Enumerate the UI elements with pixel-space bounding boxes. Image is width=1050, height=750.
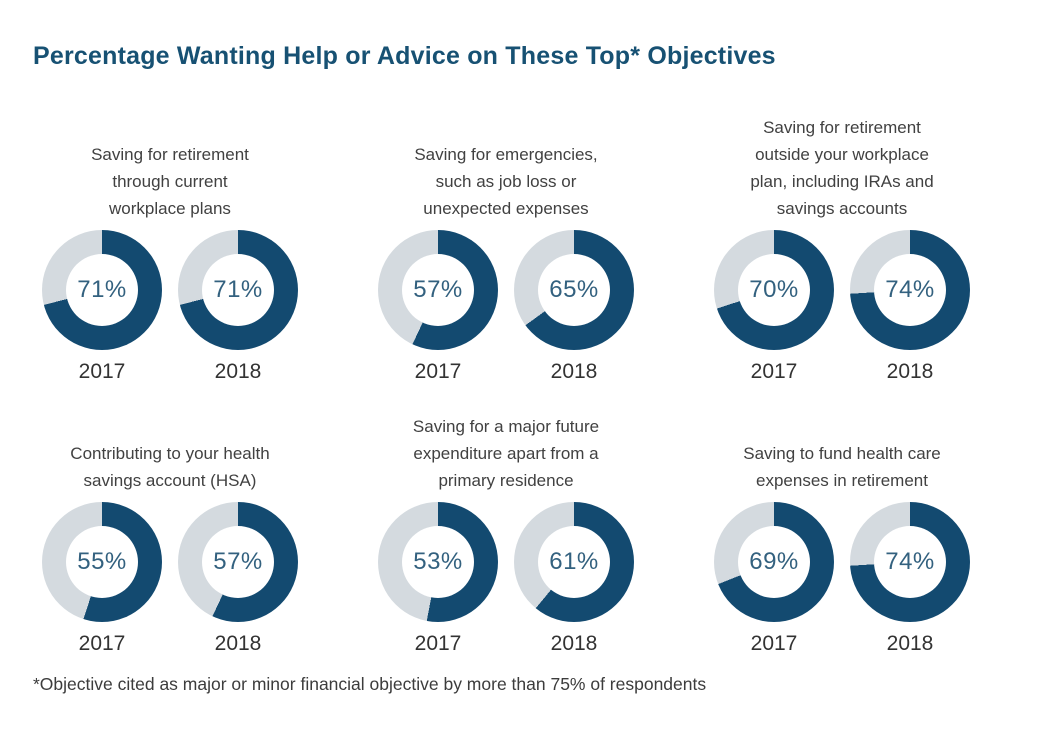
percent-label: 69% bbox=[749, 548, 799, 575]
year-label-2018: 2018 bbox=[550, 360, 598, 383]
panel-emergencies: Saving for emergencies, such as job loss… bbox=[338, 110, 674, 384]
donut-grid: Saving for retirement through current wo… bbox=[2, 110, 1050, 656]
donut-hole: 69% bbox=[738, 526, 810, 598]
objective-heading: Contributing to your health savings acco… bbox=[70, 444, 270, 490]
donut-hole: 53% bbox=[402, 526, 474, 598]
donut-ring-2018: 61% bbox=[514, 502, 634, 622]
percent-label: 61% bbox=[549, 548, 599, 575]
percent-label: 70% bbox=[749, 276, 799, 303]
donut-hole: 57% bbox=[202, 526, 274, 598]
donut-hole: 74% bbox=[874, 254, 946, 326]
year-label-2018: 2018 bbox=[214, 632, 262, 655]
percent-label: 71% bbox=[77, 276, 127, 303]
donut-ring-2018: 65% bbox=[514, 230, 634, 350]
percent-label: 74% bbox=[885, 548, 935, 575]
objective-heading-wrap: Contributing to your health savings acco… bbox=[2, 410, 338, 494]
year-label-2017: 2017 bbox=[414, 360, 462, 383]
objective-heading: Saving to fund health care expenses in r… bbox=[743, 444, 941, 490]
year-label-2018: 2018 bbox=[550, 632, 598, 655]
donut-figure-2017: 71% 2017 bbox=[42, 230, 162, 384]
donut-figure-2018: 74% 2018 bbox=[850, 502, 970, 656]
donut-figure-2018: 71% 2018 bbox=[178, 230, 298, 384]
donut-ring-2017: 70% bbox=[714, 230, 834, 350]
percent-label: 71% bbox=[213, 276, 263, 303]
panel-major-expenditure: Saving for a major future expenditure ap… bbox=[338, 410, 674, 656]
donut-hole: 57% bbox=[402, 254, 474, 326]
donut-figure-2017: 69% 2017 bbox=[714, 502, 834, 656]
donut-figure-2018: 65% 2018 bbox=[514, 230, 634, 384]
objective-heading-wrap: Saving to fund health care expenses in r… bbox=[674, 410, 1010, 494]
footnote: *Objective cited as major or minor finan… bbox=[33, 674, 707, 694]
donut-figure-2017: 53% 2017 bbox=[378, 502, 498, 656]
objective-heading: Saving for retirement through current wo… bbox=[91, 145, 249, 218]
year-label-2017: 2017 bbox=[750, 632, 798, 655]
donut-ring-2017: 69% bbox=[714, 502, 834, 622]
donut-hole: 74% bbox=[874, 526, 946, 598]
objective-heading: Saving for emergencies, such as job loss… bbox=[414, 145, 598, 218]
donut-ring-2018: 71% bbox=[178, 230, 298, 350]
percent-label: 57% bbox=[213, 548, 263, 575]
objective-heading-wrap: Saving for emergencies, such as job loss… bbox=[338, 110, 674, 222]
donut-pair: 69% 2017 74% 2018 bbox=[714, 502, 970, 656]
percent-label: 55% bbox=[77, 548, 127, 575]
donut-hole: 61% bbox=[538, 526, 610, 598]
year-label-2017: 2017 bbox=[750, 360, 798, 383]
donut-pair: 70% 2017 74% 2018 bbox=[714, 230, 970, 384]
donut-figure-2017: 55% 2017 bbox=[42, 502, 162, 656]
objective-heading-wrap: Saving for retirement through current wo… bbox=[2, 110, 338, 222]
donut-figure-2018: 74% 2018 bbox=[850, 230, 970, 384]
objective-heading-wrap: Saving for a major future expenditure ap… bbox=[338, 410, 674, 494]
donut-hole: 71% bbox=[66, 254, 138, 326]
objective-heading: Saving for retirement outside your workp… bbox=[750, 118, 934, 218]
year-label-2017: 2017 bbox=[78, 632, 126, 655]
donut-ring-2018: 74% bbox=[850, 230, 970, 350]
year-label-2018: 2018 bbox=[214, 360, 262, 383]
donut-figure-2017: 57% 2017 bbox=[378, 230, 498, 384]
percent-label: 65% bbox=[549, 276, 599, 303]
donut-hole: 65% bbox=[538, 254, 610, 326]
objective-heading-wrap: Saving for retirement outside your workp… bbox=[674, 110, 1010, 222]
percent-label: 53% bbox=[413, 548, 463, 575]
donut-figure-2017: 70% 2017 bbox=[714, 230, 834, 384]
page-title: Percentage Wanting Help or Advice on The… bbox=[33, 42, 776, 70]
panel-healthcare-retirement: Saving to fund health care expenses in r… bbox=[674, 410, 1010, 656]
donut-hole: 71% bbox=[202, 254, 274, 326]
donut-pair: 53% 2017 61% 2018 bbox=[378, 502, 634, 656]
year-label-2018: 2018 bbox=[886, 632, 934, 655]
year-label-2017: 2017 bbox=[414, 632, 462, 655]
donut-figure-2018: 61% 2018 bbox=[514, 502, 634, 656]
donut-ring-2017: 71% bbox=[42, 230, 162, 350]
percent-label: 74% bbox=[885, 276, 935, 303]
objective-heading: Saving for a major future expenditure ap… bbox=[412, 417, 600, 490]
panel-hsa: Contributing to your health savings acco… bbox=[2, 410, 338, 656]
donut-ring-2018: 74% bbox=[850, 502, 970, 622]
donut-pair: 57% 2017 65% 2018 bbox=[378, 230, 634, 384]
donut-ring-2017: 53% bbox=[378, 502, 498, 622]
donut-ring-2017: 57% bbox=[378, 230, 498, 350]
donut-figure-2018: 57% 2018 bbox=[178, 502, 298, 656]
donut-ring-2018: 57% bbox=[178, 502, 298, 622]
donut-ring-2017: 55% bbox=[42, 502, 162, 622]
year-label-2018: 2018 bbox=[886, 360, 934, 383]
donut-pair: 55% 2017 57% 2018 bbox=[42, 502, 298, 656]
percent-label: 57% bbox=[413, 276, 463, 303]
donut-pair: 71% 2017 71% 2018 bbox=[42, 230, 298, 384]
donut-hole: 70% bbox=[738, 254, 810, 326]
panel-workplace-plans: Saving for retirement through current wo… bbox=[2, 110, 338, 384]
year-label-2017: 2017 bbox=[78, 360, 126, 383]
donut-hole: 55% bbox=[66, 526, 138, 598]
panel-outside-retirement: Saving for retirement outside your workp… bbox=[674, 110, 1010, 384]
